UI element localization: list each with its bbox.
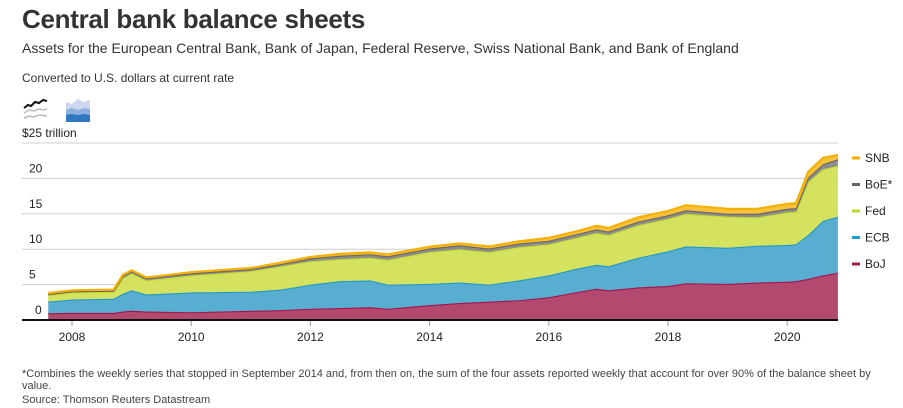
line-snb xyxy=(48,153,839,295)
area-fed xyxy=(48,165,838,302)
subtitle: Assets for the European Central Bank, Ba… xyxy=(22,40,739,56)
area-boe xyxy=(48,159,838,296)
x-tick-label: 2014 xyxy=(416,330,443,344)
x-tick-label: 2012 xyxy=(297,330,324,344)
line-chart-icon[interactable] xyxy=(22,98,50,122)
legend-label: BoE* xyxy=(865,178,893,192)
area-boj xyxy=(48,272,838,320)
y-tick-label: 5 xyxy=(29,268,36,282)
x-tick-label: 2008 xyxy=(59,330,86,344)
stacked-area-icon[interactable] xyxy=(64,98,92,122)
legend-item-ecb: ECB xyxy=(852,231,890,245)
area-ecb xyxy=(48,216,838,314)
source: Source: Thomson Reuters Datastream xyxy=(22,393,211,406)
legend-label: BoJ xyxy=(865,257,886,271)
y-tick-label: 20 xyxy=(29,161,43,175)
legend-label: Fed xyxy=(865,204,886,218)
x-tick-label: 2016 xyxy=(535,330,562,344)
legend-item-boj: BoJ xyxy=(852,257,886,271)
y-tick-label: 10 xyxy=(29,232,43,246)
footer: *Combines the weekly series that stopped… xyxy=(22,368,891,407)
line-fed xyxy=(48,164,839,297)
y-tick-label: 15 xyxy=(29,197,43,211)
view-toggle xyxy=(22,98,92,122)
line-boe xyxy=(48,158,839,296)
legend-item-boe: BoE* xyxy=(852,178,893,192)
page-title: Central bank balance sheets xyxy=(22,4,366,34)
y-tick-label: $25 trillion xyxy=(22,126,77,140)
line-boj xyxy=(48,271,839,315)
x-tick-label: 2020 xyxy=(774,330,801,344)
legend-item-fed: Fed xyxy=(852,204,886,218)
area-snb xyxy=(48,155,838,295)
footnote: *Combines the weekly series that stopped… xyxy=(22,367,871,393)
y-tick-label: 0 xyxy=(35,303,42,317)
currency-note: Converted to U.S. dollars at current rat… xyxy=(22,71,235,85)
legend-label: ECB xyxy=(865,231,890,245)
x-tick-label: 2018 xyxy=(655,330,682,344)
legend-label: SNB xyxy=(865,151,890,165)
x-tick-label: 2010 xyxy=(178,330,205,344)
legend-item-snb: SNB xyxy=(852,151,890,165)
line-ecb xyxy=(48,215,839,303)
